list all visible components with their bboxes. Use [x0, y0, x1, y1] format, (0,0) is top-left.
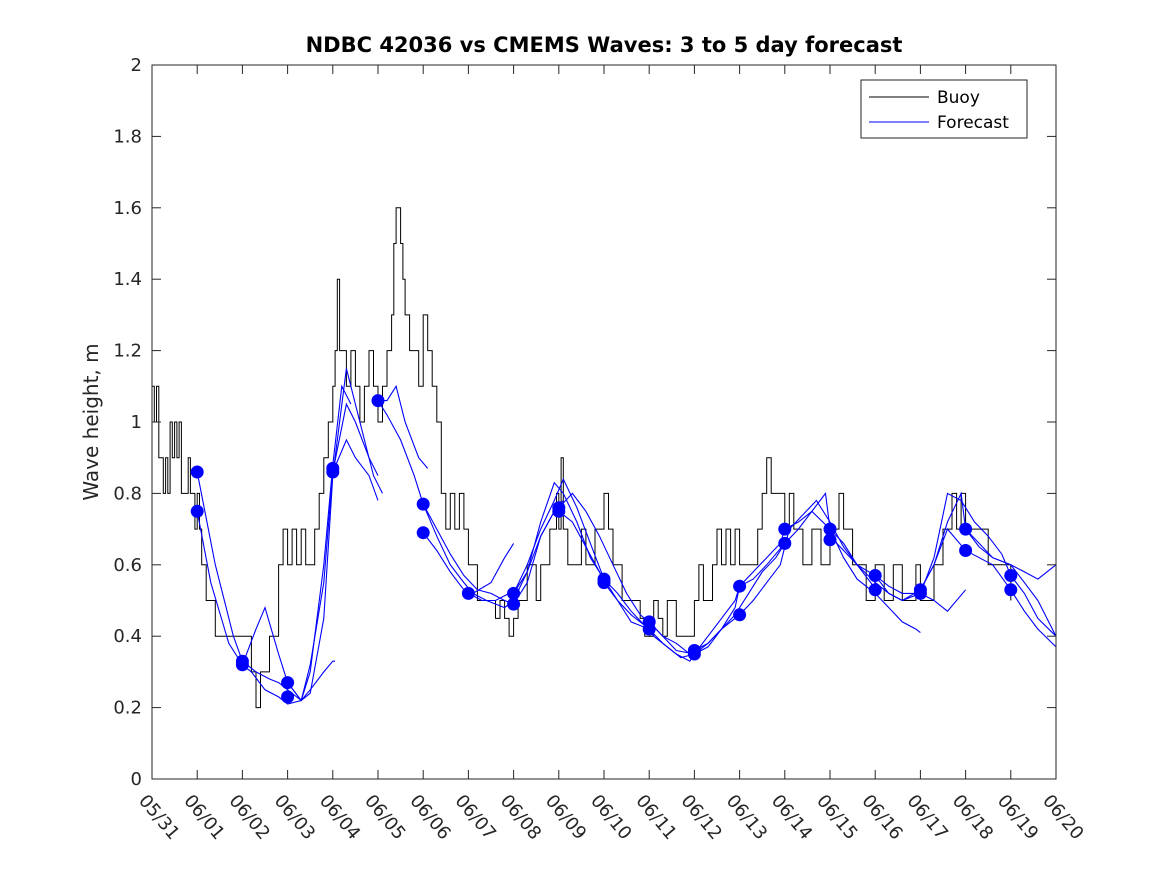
- forecast-marker-35: [1004, 583, 1018, 597]
- series-line-forecast-run-19: [965, 528, 1056, 637]
- plot-area: [152, 207, 1056, 709]
- series-line-forecast-run-9: [468, 477, 605, 602]
- x-tick-label-9: 06/09: [541, 791, 590, 844]
- x-tick-label-16: 06/16: [857, 791, 906, 844]
- y-tick-label-1: 0.2: [113, 698, 142, 719]
- x-tick-label-20: 06/20: [1038, 791, 1087, 844]
- legend-entry-0: Buoy: [937, 88, 980, 108]
- forecast-marker-8: [371, 394, 385, 408]
- series-line-forecast-run-3: [287, 660, 336, 702]
- forecast-marker-17: [597, 576, 611, 590]
- forecast-marker-5: [281, 690, 295, 704]
- forecast-marker-13: [507, 597, 521, 611]
- forecast-marker-26: [823, 522, 837, 536]
- forecast-marker-11: [461, 586, 475, 600]
- y-tick-label-0: 0: [131, 769, 142, 790]
- x-tick-label-15: 06/15: [812, 791, 861, 844]
- forecast-marker-10: [416, 526, 430, 540]
- axes: 00.20.40.60.811.21.41.61.8205/3106/0106/…: [113, 55, 1087, 844]
- chart-title: NDBC 42036 vs CMEMS Waves: 3 to 5 day fo…: [306, 33, 903, 57]
- y-axis-label: Wave height, m: [79, 343, 103, 500]
- forecast-marker-24: [778, 522, 792, 536]
- forecast-marker-33: [959, 544, 973, 557]
- forecast-marker-4: [281, 676, 295, 690]
- series-line-forecast-run-4: [332, 438, 379, 501]
- forecast-marker-25: [778, 536, 792, 550]
- series-line-forecast-run-18: [919, 528, 1056, 648]
- y-tick-label-6: 1.2: [113, 341, 142, 362]
- x-tick-label-0: 05/31: [134, 791, 183, 844]
- series-line-forecast-run-6: [377, 400, 564, 605]
- x-tick-label-2: 06/02: [225, 791, 274, 844]
- y-tick-label-8: 1.6: [113, 198, 142, 219]
- y-tick-label-10: 2: [131, 55, 142, 76]
- x-tick-label-5: 06/05: [360, 791, 409, 844]
- series-line-forecast-run-5: [378, 384, 429, 469]
- x-tick-label-3: 06/03: [270, 791, 319, 844]
- forecast-marker-0: [190, 465, 204, 479]
- forecast-marker-29: [868, 583, 882, 597]
- x-tick-label-7: 06/07: [451, 791, 500, 844]
- x-tick-label-8: 06/08: [496, 791, 545, 844]
- forecast-marker-19: [642, 622, 656, 636]
- forecast-marker-31: [913, 586, 927, 600]
- forecast-marker-1: [190, 504, 204, 518]
- series-line-forecast-run-10: [513, 492, 695, 655]
- series-line-forecast-run-1: [196, 402, 379, 705]
- y-tick-label-5: 1: [131, 412, 142, 433]
- series-line-forecast-run-15: [739, 510, 967, 612]
- forecast-marker-15: [552, 504, 566, 518]
- forecast-marker-9: [416, 497, 430, 511]
- forecast-marker-32: [959, 522, 973, 536]
- series-line-forecast-run-17: [874, 492, 1056, 637]
- axes-box: [151, 64, 1057, 780]
- y-tick-label-2: 0.4: [113, 626, 142, 647]
- forecast-marker-3: [235, 658, 249, 672]
- y-tick-label-4: 0.8: [113, 483, 142, 504]
- forecast-marker-28: [868, 569, 882, 582]
- series-line-forecast-run-2: [241, 368, 383, 702]
- forecast-marker-7: [326, 465, 340, 479]
- x-tick-label-14: 06/14: [767, 791, 816, 844]
- x-tick-label-13: 06/13: [722, 791, 771, 844]
- x-tick-label-18: 06/18: [948, 791, 997, 844]
- x-tick-label-6: 06/06: [405, 791, 454, 844]
- forecast-marker-22: [733, 579, 747, 593]
- series-line-forecast-run-7: [422, 481, 650, 630]
- x-tick-label-12: 06/12: [677, 791, 726, 844]
- x-tick-label-19: 06/19: [993, 791, 1042, 844]
- series-line-forecast-run-14: [694, 491, 921, 651]
- x-tick-label-10: 06/10: [586, 791, 635, 844]
- forecast-marker-21: [687, 647, 701, 661]
- x-tick-label-11: 06/11: [631, 791, 680, 844]
- x-tick-label-4: 06/04: [315, 791, 364, 844]
- y-tick-label-3: 0.6: [113, 555, 142, 576]
- forecast-marker-23: [733, 608, 747, 622]
- plot-series-group: [152, 207, 1056, 709]
- x-tick-label-17: 06/17: [903, 791, 952, 844]
- forecast-marker-12: [507, 586, 521, 600]
- legend-box: [860, 79, 1028, 139]
- y-tick-label-9: 1.8: [113, 126, 142, 147]
- legend-entry-1: Forecast: [937, 113, 1009, 133]
- y-tick-label-7: 1.4: [113, 269, 142, 290]
- legend: Buoy Forecast: [860, 79, 1028, 139]
- forecast-marker-27: [823, 533, 837, 547]
- x-tick-label-1: 06/01: [179, 791, 228, 844]
- series-line-buoy: [152, 207, 1012, 709]
- forecast-marker-34: [1004, 569, 1018, 582]
